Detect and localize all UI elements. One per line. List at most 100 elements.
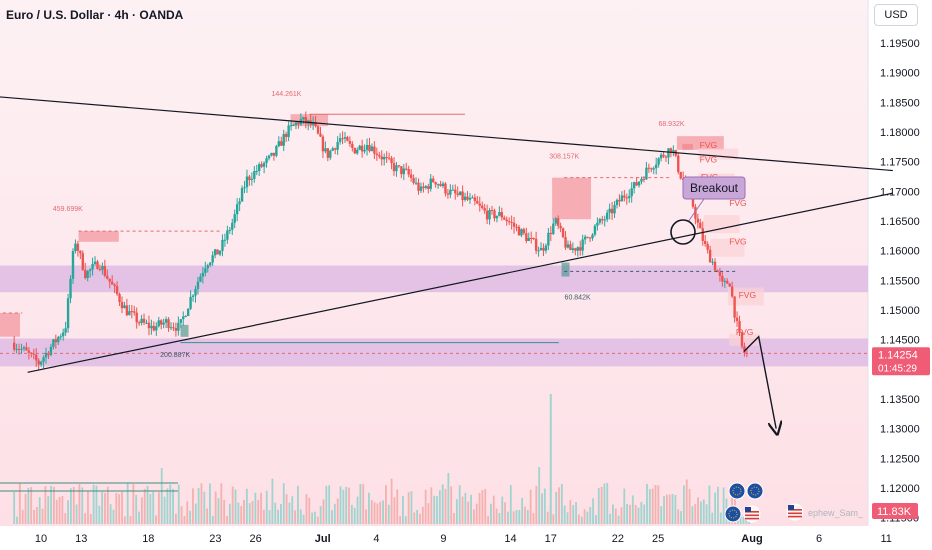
- bull-candle: [61, 332, 65, 337]
- bear-candle: [483, 208, 486, 211]
- bear-candle: [378, 155, 381, 157]
- bull-candle: [544, 245, 548, 251]
- author-watermark: ephew_Sam_: [808, 508, 864, 518]
- volume-bar: [274, 502, 277, 524]
- volume-bar: [498, 513, 501, 524]
- volume-bar: [149, 493, 152, 524]
- volume-bar: [421, 506, 424, 524]
- volume-bar: [311, 512, 314, 524]
- volume-bar: [546, 511, 549, 524]
- volume-bar: [501, 496, 504, 524]
- volume-bar: [365, 509, 367, 524]
- bull-candle: [458, 191, 462, 195]
- volume-bar: [228, 503, 231, 524]
- bull-candle: [64, 328, 67, 333]
- bull-candle: [593, 225, 597, 235]
- volume-bar: [282, 483, 285, 524]
- bear-candle: [696, 218, 700, 223]
- volume-bar: [472, 509, 475, 524]
- volume-bar: [308, 497, 311, 524]
- bear-candle: [27, 350, 31, 353]
- volume-bar: [155, 515, 157, 524]
- bear-candle: [280, 141, 283, 146]
- volume-bar: [84, 513, 87, 524]
- currency-button[interactable]: USD: [874, 4, 918, 26]
- volume-bar: [194, 503, 197, 524]
- volume-bar: [609, 513, 612, 524]
- bull-candle: [414, 182, 418, 184]
- bear-candle: [625, 197, 628, 199]
- fvg-label: FVG: [729, 198, 746, 208]
- bull-candle: [228, 229, 232, 231]
- callout-pointer: [687, 198, 705, 223]
- volume-bar: [243, 499, 245, 524]
- bear-candle: [346, 137, 349, 141]
- volume-bar: [569, 500, 572, 524]
- bear-candle: [25, 347, 28, 351]
- bull-candle: [527, 237, 530, 241]
- bull-candle: [179, 319, 183, 323]
- bear-candle: [373, 146, 376, 154]
- bear-candle: [113, 284, 116, 287]
- date-tick-label: 25: [652, 533, 664, 545]
- breakout-circle: [670, 219, 696, 245]
- bull-candle: [209, 262, 212, 266]
- bear-candle: [669, 148, 673, 153]
- volume-bar: [288, 502, 291, 524]
- bull-candle: [302, 117, 305, 120]
- bull-candle: [128, 311, 131, 316]
- volume-bar: [566, 512, 569, 524]
- volume-bar: [413, 512, 416, 524]
- volume-bar: [436, 496, 438, 524]
- volume-bar: [577, 514, 580, 524]
- date-tick-label: 18: [142, 533, 154, 545]
- bear-candle: [476, 200, 479, 204]
- volume-bar: [180, 506, 183, 524]
- bull-candle: [221, 239, 224, 251]
- bull-candle: [211, 255, 214, 263]
- price-tick-label: 1.13500: [880, 394, 920, 406]
- bull-candle: [240, 188, 244, 202]
- volume-bar: [223, 499, 226, 524]
- bear-candle: [125, 305, 129, 316]
- bull-candle: [659, 154, 663, 159]
- volume-bar: [297, 485, 299, 524]
- fvg-label: FVG: [729, 237, 746, 247]
- price-tick-label: 1.19500: [880, 38, 920, 50]
- bear-candle: [348, 140, 352, 144]
- breakout-callout-text: Breakout: [690, 181, 739, 195]
- volume-bar: [152, 491, 155, 524]
- bull-candle: [537, 250, 540, 252]
- volume-bar: [393, 497, 396, 524]
- bear-candle: [387, 157, 391, 159]
- volume-bar: [75, 504, 78, 524]
- liquidity-box: [561, 262, 570, 277]
- volume-bar: [481, 490, 484, 524]
- volume-bar: [16, 516, 18, 524]
- volume-bar: [657, 485, 660, 524]
- bear-candle: [735, 317, 739, 321]
- volume-bar: [558, 487, 560, 524]
- bull-candle: [93, 261, 97, 265]
- bear-candle: [353, 148, 356, 154]
- bear-candle: [96, 261, 99, 270]
- bear-candle: [326, 148, 330, 158]
- bear-candle: [623, 195, 626, 198]
- bull-candle: [245, 176, 249, 188]
- volume-bar: [35, 507, 38, 524]
- bear-candle: [574, 248, 577, 251]
- volume-bar: [739, 513, 742, 524]
- bull-candle: [164, 319, 168, 323]
- bull-candle: [258, 164, 261, 171]
- volume-bar: [612, 504, 614, 524]
- bull-candle: [608, 208, 611, 213]
- volume-bar: [455, 499, 458, 524]
- volume-bar: [112, 509, 115, 524]
- volume-bar: [305, 494, 308, 524]
- volume-bar: [138, 511, 140, 524]
- date-tick-label: 17: [545, 533, 557, 545]
- bull-candle: [145, 322, 148, 324]
- volume-bar: [319, 505, 322, 524]
- bull-candle: [657, 158, 660, 165]
